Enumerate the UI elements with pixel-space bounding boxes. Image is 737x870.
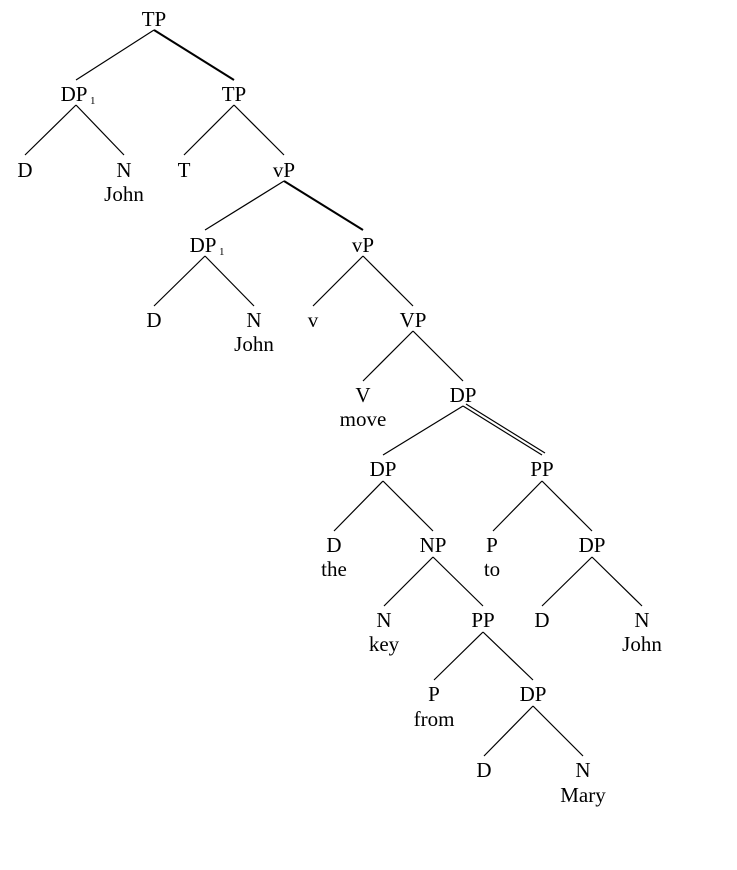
edge-dpjohn-n bbox=[591, 556, 643, 607]
node-d-the: D bbox=[326, 533, 341, 557]
node-pp-from: PP bbox=[471, 608, 494, 632]
node-verb: V bbox=[355, 383, 370, 407]
edge-tp-dp1 bbox=[75, 29, 155, 81]
node-t: T bbox=[178, 158, 191, 182]
edge-vpbar-VP bbox=[362, 255, 414, 307]
node-n-john-to: N bbox=[634, 608, 649, 632]
node-dp-john-to: DP bbox=[579, 533, 606, 557]
edge-dpthe-np bbox=[382, 480, 434, 532]
node-n-mary: N bbox=[575, 758, 590, 782]
edge-ppto-p bbox=[492, 480, 543, 532]
edge-dp1-d bbox=[24, 104, 77, 156]
node-pp-to: PP bbox=[530, 457, 553, 481]
node-dp1-low-index: 1 bbox=[219, 246, 225, 258]
node-d-mary: D bbox=[476, 758, 491, 782]
edge-ppfrom-p bbox=[433, 631, 484, 681]
edge-VP-V bbox=[362, 330, 414, 382]
node-n-key: N bbox=[376, 608, 391, 632]
edge-VP-DP bbox=[412, 330, 464, 382]
edge-dpthe-d bbox=[333, 480, 384, 532]
word-the: the bbox=[321, 557, 347, 581]
word-to: to bbox=[484, 557, 500, 581]
node-dp1-low: DP bbox=[190, 233, 217, 257]
edge-dpobj-ppto-b bbox=[465, 403, 546, 454]
node-p-from: P bbox=[428, 682, 440, 706]
edge-vp-dp1 bbox=[204, 180, 285, 231]
node-big-vp: VP bbox=[400, 308, 427, 332]
node-dp1-top-index: 1 bbox=[90, 95, 96, 107]
edge-ppfrom-dp bbox=[482, 631, 534, 681]
node-dp1-top: DP bbox=[61, 82, 88, 106]
edge-tpbar-vp bbox=[233, 104, 285, 156]
word-john-to: John bbox=[622, 632, 662, 656]
node-dp-the: DP bbox=[370, 457, 397, 481]
edge-np-pp bbox=[432, 556, 484, 607]
word-move: move bbox=[340, 407, 387, 431]
word-from: from bbox=[414, 707, 455, 731]
edge-dpobj-ppto-a bbox=[462, 405, 543, 456]
node-dp-mary: DP bbox=[520, 682, 547, 706]
node-d-top: D bbox=[17, 158, 32, 182]
edge-dpobj-dpthe bbox=[382, 405, 464, 456]
edge-vp-vpbar bbox=[283, 180, 364, 231]
edge-dp1-n bbox=[75, 104, 125, 156]
node-np-key: NP bbox=[420, 533, 447, 557]
edge-dpjohn-d bbox=[541, 556, 593, 607]
node-p-to: P bbox=[486, 533, 498, 557]
edge-vpbar-v bbox=[312, 255, 364, 307]
edge-dpmary-d bbox=[483, 705, 534, 757]
node-little-v: v bbox=[308, 308, 319, 332]
node-dp-object: DP bbox=[450, 383, 477, 407]
edge-dp1low-d bbox=[153, 255, 206, 307]
word-john-low: John bbox=[234, 332, 274, 356]
node-vp-upper: vP bbox=[273, 158, 295, 182]
node-d-low: D bbox=[146, 308, 161, 332]
edge-ppto-dp bbox=[541, 480, 593, 532]
tree-nodes: TP DP 1 TP D N John T vP DP 1 vP D N Joh… bbox=[17, 7, 662, 807]
word-john-top: John bbox=[104, 182, 144, 206]
word-key: key bbox=[369, 632, 400, 656]
node-n-top: N bbox=[116, 158, 131, 182]
node-n-low: N bbox=[246, 308, 261, 332]
edge-tpbar-t bbox=[183, 104, 235, 156]
node-vp-bar: vP bbox=[352, 233, 374, 257]
node-tp-root: TP bbox=[142, 7, 167, 31]
word-mary: Mary bbox=[560, 783, 606, 807]
tree-edges bbox=[24, 29, 643, 757]
edge-tp-tpbar bbox=[153, 29, 235, 81]
edge-dp1low-n bbox=[204, 255, 255, 307]
node-d-john-to: D bbox=[534, 608, 549, 632]
edge-np-n bbox=[383, 556, 434, 607]
node-tp-bar: TP bbox=[222, 82, 247, 106]
edge-dpmary-n bbox=[532, 705, 584, 757]
